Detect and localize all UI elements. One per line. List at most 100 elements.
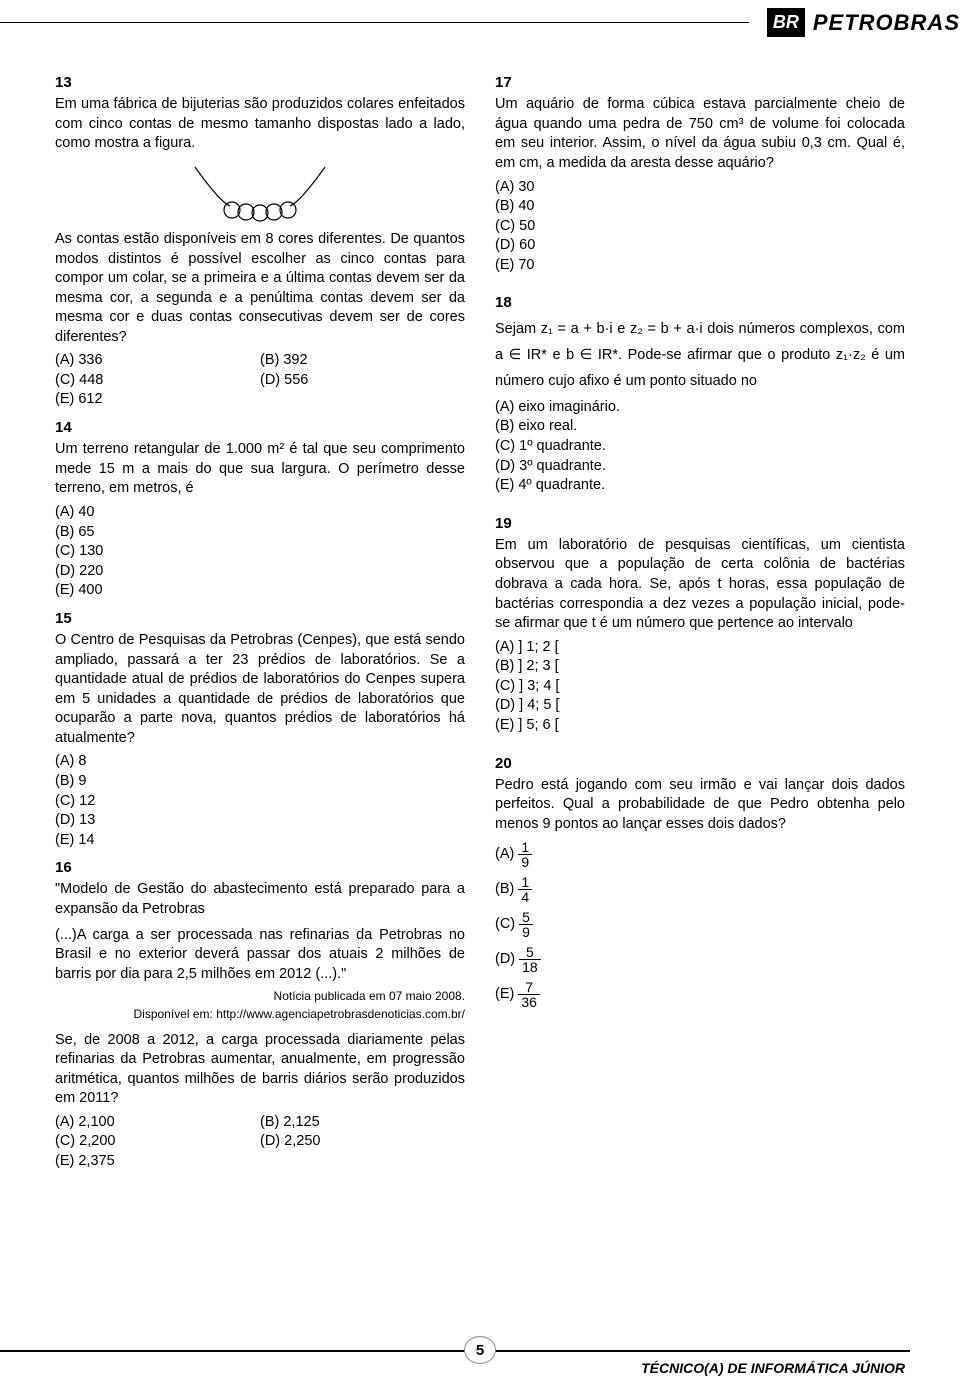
q15-opt-e: (E) 14: [55, 831, 465, 851]
q20-opt-e: (E) 7 36: [495, 980, 905, 1009]
q16-number: 16: [55, 858, 465, 878]
q17-opt-c: (C) 50: [495, 217, 905, 237]
q15-opt-c: (C) 12: [55, 792, 465, 812]
q19-opt-d: (D) ] 4; 5 [: [495, 696, 905, 716]
q20-opt-a-label: (A): [495, 845, 514, 865]
q13-opt-b: (B) 392: [260, 351, 465, 371]
q14-opt-b: (B) 65: [55, 523, 465, 543]
q20-number: 20: [495, 754, 905, 774]
brand-title: PETROBRAS: [813, 10, 960, 36]
fraction-icon: 5 18: [519, 945, 541, 974]
q15-number: 15: [55, 609, 465, 629]
footer-rule: [0, 1350, 910, 1352]
q20-text: Pedro está jogando com seu irmão e vai l…: [495, 776, 905, 835]
q14-text: Um terreno retangular de 1.000 m² é tal …: [55, 440, 465, 499]
q18-opt-a: (A) eixo imaginário.: [495, 398, 905, 418]
q20-c-den: 9: [519, 925, 533, 939]
q15-opt-a: (A) 8: [55, 752, 465, 772]
q17-number: 17: [495, 73, 905, 93]
q20-b-num: 1: [518, 875, 532, 890]
q20-options: (A) 1 9 (B) 1 4 (C) 5 9: [495, 840, 905, 1009]
q17-text: Um aquário de forma cúbica estava parcia…: [495, 95, 905, 173]
q14-options: (A) 40 (B) 65 (C) 130 (D) 220 (E) 400: [55, 503, 465, 601]
q15-options: (A) 8 (B) 9 (C) 12 (D) 13 (E) 14: [55, 752, 465, 850]
q13-opt-c: (C) 448: [55, 371, 260, 391]
q19-opt-e: (E) ] 5; 6 [: [495, 716, 905, 736]
q14-opt-c: (C) 130: [55, 542, 465, 562]
q13-options: (A) 336 (B) 392 (C) 448 (D) 556 (E) 612: [55, 351, 465, 410]
necklace-figure: [175, 162, 345, 222]
q19-opt-b: (B) ] 2; 3 [: [495, 657, 905, 677]
q14-opt-d: (D) 220: [55, 562, 465, 582]
br-badge: BR: [767, 8, 805, 37]
q13-text-2: As contas estão disponíveis em 8 cores d…: [55, 230, 465, 347]
q13-opt-d: (D) 556: [260, 371, 465, 391]
q20-opt-c: (C) 5 9: [495, 910, 905, 939]
q16-quote-2: (...)A carga a ser processada nas refina…: [55, 926, 465, 985]
column-left: 13 Em uma fábrica de bijuterias são prod…: [55, 65, 465, 1178]
q18-options: (A) eixo imaginário. (B) eixo real. (C) …: [495, 398, 905, 496]
q13-text-1: Em uma fábrica de bijuterias são produzi…: [55, 95, 465, 154]
q16-note-2: Disponível em: http://www.agenciapetrobr…: [55, 1006, 465, 1022]
fraction-icon: 7 36: [518, 980, 540, 1009]
q14-number: 14: [55, 418, 465, 438]
q20-e-num: 7: [518, 980, 540, 995]
fraction-icon: 1 9: [518, 840, 532, 869]
q13-number: 13: [55, 73, 465, 93]
q16-note-1: Notícia publicada em 07 maio 2008.: [55, 988, 465, 1004]
q16-quote-1: "Modelo de Gestão do abastecimento está …: [55, 880, 465, 919]
q20-b-den: 4: [518, 890, 532, 904]
q19-options: (A) ] 1; 2 [ (B) ] 2; 3 [ (C) ] 3; 4 [ (…: [495, 638, 905, 736]
q17-options: (A) 30 (B) 40 (C) 50 (D) 60 (E) 70: [495, 178, 905, 276]
q20-opt-c-label: (C): [495, 915, 515, 935]
q20-opt-d: (D) 5 18: [495, 945, 905, 974]
fraction-icon: 1 4: [518, 875, 532, 904]
fraction-icon: 5 9: [519, 910, 533, 939]
q14-opt-a: (A) 40: [55, 503, 465, 523]
q15-opt-b: (B) 9: [55, 772, 465, 792]
q18-opt-e: (E) 4º quadrante.: [495, 476, 905, 496]
page-header: BR PETROBRAS: [0, 0, 960, 45]
q20-d-num: 5: [519, 945, 541, 960]
q20-a-num: 1: [518, 840, 532, 855]
column-right: 17 Um aquário de forma cúbica estava par…: [495, 65, 905, 1178]
q16-opt-b: (B) 2,125: [260, 1113, 465, 1133]
q18-opt-b: (B) eixo real.: [495, 417, 905, 437]
q20-opt-b-label: (B): [495, 880, 514, 900]
page-number: 5: [464, 1336, 496, 1364]
q18-number: 18: [495, 293, 905, 313]
q13-opt-e: (E) 612: [55, 390, 465, 410]
q14-opt-e: (E) 400: [55, 581, 465, 601]
q16-opt-a: (A) 2,100: [55, 1113, 260, 1133]
q16-options: (A) 2,100 (B) 2,125 (C) 2,200 (D) 2,250 …: [55, 1113, 465, 1172]
q18-text: Sejam z₁ = a + b·i e z₂ = b + a·i dois n…: [495, 316, 905, 394]
q16-opt-e: (E) 2,375: [55, 1152, 465, 1172]
q20-opt-a: (A) 1 9: [495, 840, 905, 869]
q13-opt-a: (A) 336: [55, 351, 260, 371]
q16-opt-c: (C) 2,200: [55, 1132, 260, 1152]
q15-opt-d: (D) 13: [55, 811, 465, 831]
q19-opt-a: (A) ] 1; 2 [: [495, 638, 905, 658]
q16-opt-d: (D) 2,250: [260, 1132, 465, 1152]
q20-a-den: 9: [518, 855, 532, 869]
q20-d-den: 18: [519, 960, 541, 974]
q19-opt-c: (C) ] 3; 4 [: [495, 677, 905, 697]
q20-opt-e-label: (E): [495, 985, 514, 1005]
content-columns: 13 Em uma fábrica de bijuterias são prod…: [0, 45, 960, 1198]
q19-number: 19: [495, 514, 905, 534]
q15-text: O Centro de Pesquisas da Petrobras (Cenp…: [55, 631, 465, 748]
q19-text: Em um laboratório de pesquisas científic…: [495, 536, 905, 634]
q18-opt-c: (C) 1º quadrante.: [495, 437, 905, 457]
q17-opt-a: (A) 30: [495, 178, 905, 198]
header-rule-left: [0, 22, 749, 23]
q17-opt-b: (B) 40: [495, 197, 905, 217]
q20-opt-b: (B) 1 4: [495, 875, 905, 904]
q17-opt-d: (D) 60: [495, 236, 905, 256]
footer-title: TÉCNICO(A) DE INFORMÁTICA JÚNIOR: [0, 1360, 905, 1376]
q16-text: Se, de 2008 a 2012, a carga processada d…: [55, 1031, 465, 1109]
q18-opt-d: (D) 3º quadrante.: [495, 457, 905, 477]
q20-c-num: 5: [519, 910, 533, 925]
q20-opt-d-label: (D): [495, 950, 515, 970]
q20-e-den: 36: [518, 995, 540, 1009]
q17-opt-e: (E) 70: [495, 256, 905, 276]
